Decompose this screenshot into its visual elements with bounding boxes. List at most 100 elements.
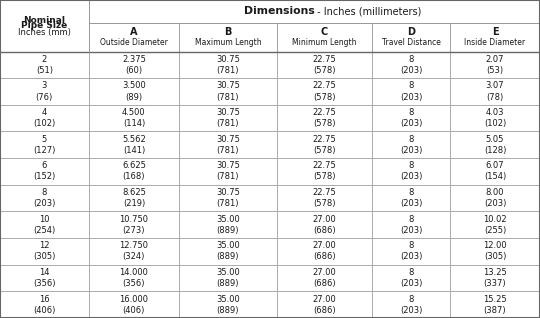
Bar [179,291,276,318]
Text: 12.00
(305): 12.00 (305) [483,241,507,261]
Bar [450,105,540,131]
Bar [372,158,450,185]
Bar [179,185,276,211]
Text: - Inches (millimeters): - Inches (millimeters) [314,6,422,17]
Text: 8
(203): 8 (203) [400,294,422,315]
Text: 22.75
(578): 22.75 (578) [312,135,336,155]
Text: 8
(203): 8 (203) [400,268,422,288]
Bar [89,131,179,158]
Text: D: D [407,27,415,37]
Bar [276,211,372,238]
Bar [450,211,540,238]
Text: E: E [492,27,498,37]
Bar [89,211,179,238]
Bar [276,23,372,52]
Text: 10.02
(255): 10.02 (255) [483,215,507,235]
Bar [372,291,450,318]
Bar [450,291,540,318]
Bar [450,265,540,291]
Text: 22.75
(578): 22.75 (578) [312,188,336,208]
Bar [179,78,276,105]
Text: Minimum Length: Minimum Length [292,38,356,47]
Text: Outside Diameter: Outside Diameter [100,38,168,47]
Text: 30.75
(781): 30.75 (781) [216,188,240,208]
Text: 27.00
(686): 27.00 (686) [312,268,336,288]
Text: 8
(203): 8 (203) [400,135,422,155]
Text: Inches (mm): Inches (mm) [18,28,71,37]
Text: 10.750
(273): 10.750 (273) [119,215,148,235]
Text: 16.000
(406): 16.000 (406) [119,294,148,315]
Bar [276,265,372,291]
Bar [0,291,89,318]
Text: 4.03
(102): 4.03 (102) [484,108,506,128]
Bar [0,158,89,185]
Text: 4.500
(114): 4.500 (114) [122,108,146,128]
Text: 8
(203): 8 (203) [400,241,422,261]
Text: 27.00
(686): 27.00 (686) [312,294,336,315]
Text: 14.000
(356): 14.000 (356) [119,268,148,288]
Text: 5.562
(141): 5.562 (141) [122,135,146,155]
Bar [179,211,276,238]
Bar [179,238,276,265]
Text: 6.07
(154): 6.07 (154) [484,161,506,182]
Text: 12.750
(324): 12.750 (324) [119,241,148,261]
Bar [89,105,179,131]
Bar [372,105,450,131]
Text: 27.00
(686): 27.00 (686) [312,215,336,235]
Bar [89,158,179,185]
Bar [89,52,179,78]
Text: 30.75
(781): 30.75 (781) [216,81,240,101]
Text: 12
(305): 12 (305) [33,241,56,261]
Bar [450,23,540,52]
Bar [0,52,89,78]
Bar [179,52,276,78]
Bar [0,105,89,131]
Text: Pipe Size: Pipe Size [21,21,68,30]
Text: Inside Diameter: Inside Diameter [464,38,525,47]
Bar [89,0,540,23]
Bar [372,78,450,105]
Text: 35.00
(889): 35.00 (889) [216,294,240,315]
Text: 15.25
(387): 15.25 (387) [483,294,507,315]
Text: 22.75
(578): 22.75 (578) [312,161,336,182]
Text: 30.75
(781): 30.75 (781) [216,55,240,75]
Bar [89,265,179,291]
Text: 3
(76): 3 (76) [36,81,53,101]
Text: 8.00
(203): 8.00 (203) [484,188,506,208]
Bar [0,238,89,265]
Text: 22.75
(578): 22.75 (578) [312,81,336,101]
Bar [276,105,372,131]
Text: A: A [130,27,138,37]
Bar [0,131,89,158]
Text: 5.05
(128): 5.05 (128) [484,135,506,155]
Text: B: B [224,27,232,37]
Bar [372,211,450,238]
Text: 8.625
(219): 8.625 (219) [122,188,146,208]
Text: Nominal: Nominal [23,16,65,24]
Bar [89,23,179,52]
Text: 4
(102): 4 (102) [33,108,56,128]
Text: 2
(51): 2 (51) [36,55,53,75]
Bar [0,265,89,291]
Text: 2.375
(60): 2.375 (60) [122,55,146,75]
Bar [0,78,89,105]
Bar [276,131,372,158]
Bar [276,158,372,185]
Text: 8
(203): 8 (203) [400,161,422,182]
Bar [450,131,540,158]
Text: Maximum Length: Maximum Length [194,38,261,47]
Bar [372,185,450,211]
Text: 22.75
(578): 22.75 (578) [312,108,336,128]
Text: 6
(152): 6 (152) [33,161,56,182]
Text: 35.00
(889): 35.00 (889) [216,268,240,288]
Bar [89,185,179,211]
Text: 2.07
(53): 2.07 (53) [486,55,504,75]
Text: 8
(203): 8 (203) [400,108,422,128]
Text: Dimensions: Dimensions [244,6,314,17]
Text: 35.00
(889): 35.00 (889) [216,215,240,235]
Bar [372,238,450,265]
Bar [276,291,372,318]
Text: 13.25
(337): 13.25 (337) [483,268,507,288]
Bar [89,291,179,318]
Bar [179,23,276,52]
